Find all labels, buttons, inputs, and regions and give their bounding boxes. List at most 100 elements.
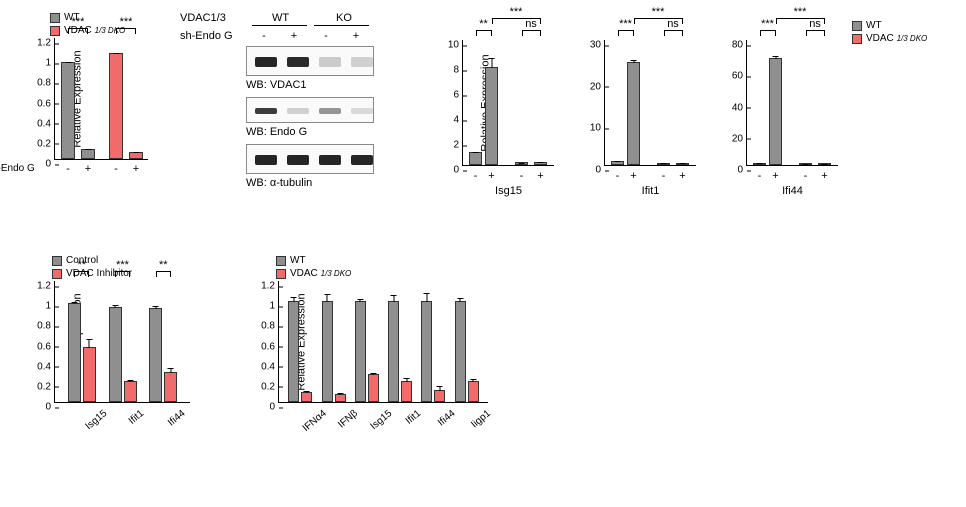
significance-label: ns <box>525 18 537 30</box>
swatch-wt-2 <box>852 21 862 31</box>
swatch-ko <box>50 26 60 36</box>
bar <box>83 347 96 402</box>
bar <box>129 152 143 159</box>
chart-ifit1: 0102030-+-+******nsIfit1 <box>604 40 696 166</box>
pm-label: + <box>85 163 91 175</box>
significance-label: *** <box>794 6 807 18</box>
wb-header-wt: WT <box>272 12 289 24</box>
pm-label: + <box>821 170 827 182</box>
chart-ifi44: 020406080-+-+******nsIfi44 <box>746 40 838 166</box>
category-label: Ifi44 <box>166 408 188 429</box>
ytick: 1.2 <box>37 281 55 292</box>
ytick: 1.2 <box>261 281 279 292</box>
panel-e-legend: WT VDAC 1/3 DKO <box>276 255 502 279</box>
panel-d-legend: Control VDAC Inhibitor <box>52 255 208 279</box>
pm-label: + <box>488 170 494 182</box>
legend-wt: WT <box>50 12 150 23</box>
ytick: 60 <box>732 71 747 82</box>
bar <box>799 163 812 165</box>
ytick: 1 <box>45 58 55 69</box>
wb-pm-3: + <box>353 30 359 42</box>
bar <box>109 307 122 402</box>
panel-endog-knockdown: WT VDAC 1/3 DKO Relative Expression 00.2… <box>18 12 150 160</box>
panel-vdac-inhibitor: Control VDAC Inhibitor Relative Expressi… <box>18 255 208 403</box>
ytick: 10 <box>590 123 605 134</box>
wb-pm-2: - <box>324 30 328 42</box>
bar <box>469 152 482 165</box>
panel-isg-wide: WT VDAC 1/3 DKO Relative Expression 00.2… <box>242 255 502 403</box>
ytick: 0.4 <box>261 361 279 372</box>
chart-isg15: 0246810Relative Expression-+-+*****nsIsg… <box>462 40 554 166</box>
category-label: Ifit1 <box>404 408 423 427</box>
pm-label: - <box>662 170 666 182</box>
gene-label: Ifit1 <box>642 185 660 197</box>
bar <box>611 161 624 165</box>
chart-inhibitor: Relative Expression 00.20.40.60.811.2**I… <box>54 281 190 403</box>
significance-label: *** <box>652 6 665 18</box>
ytick: 0 <box>45 402 55 413</box>
ytick: 0.6 <box>261 341 279 352</box>
wb-header-vdac: VDAC1/3 <box>180 12 226 24</box>
bar <box>769 58 782 165</box>
pm-label: + <box>133 163 139 175</box>
ytick: 20 <box>590 81 605 92</box>
pm-label: - <box>520 170 524 182</box>
wb-label: WB: α-tubulin <box>246 177 374 189</box>
category-label: Ifi44 <box>436 408 458 429</box>
bar <box>124 381 137 402</box>
chart-isg-wide: Relative Expression 00.20.40.60.811.2IFN… <box>278 281 488 403</box>
ytick: 0.8 <box>261 321 279 332</box>
significance-label: *** <box>120 16 133 28</box>
bar <box>657 163 670 165</box>
ytick: 0.2 <box>37 381 55 392</box>
ytick: 0.4 <box>37 118 55 129</box>
bar <box>455 301 466 402</box>
bar <box>109 53 123 159</box>
pm-label: - <box>474 170 478 182</box>
bar <box>68 303 81 402</box>
ytick: 0.6 <box>37 341 55 352</box>
ytick: 0.4 <box>37 361 55 372</box>
significance-label: *** <box>510 6 523 18</box>
gene-label: Isg15 <box>495 185 522 197</box>
significance-label: *** <box>761 18 774 30</box>
bar <box>676 163 689 165</box>
panel-c-legend: WT VDAC 1/3 DKO <box>852 20 927 44</box>
bar <box>149 308 162 402</box>
bar <box>164 372 177 402</box>
ytick: 0 <box>737 165 747 176</box>
bar <box>534 162 547 165</box>
ytick: 2 <box>453 140 463 151</box>
bar <box>515 162 528 165</box>
significance-label: ** <box>77 259 86 271</box>
wb-strip <box>246 97 374 123</box>
chart-endog-knockdown: Relative Expression 00.20.40.60.811.2-+-… <box>54 38 148 160</box>
wb-pm-0: - <box>262 30 266 42</box>
significance-label: ** <box>479 18 488 30</box>
significance-label: *** <box>619 18 632 30</box>
bar <box>388 301 399 402</box>
bar <box>627 62 640 165</box>
bar <box>753 163 766 165</box>
ytick: 1.2 <box>37 38 55 49</box>
category-label: IFNα4 <box>301 408 329 434</box>
ytick: 80 <box>732 40 747 51</box>
x-row-label: sh-Endo G <box>0 163 53 174</box>
bar <box>421 301 432 402</box>
significance-label: *** <box>72 16 85 28</box>
bar <box>368 374 379 402</box>
bar <box>485 67 498 165</box>
pm-label: - <box>804 170 808 182</box>
pm-label: + <box>630 170 636 182</box>
wb-label: WB: Endo G <box>246 126 374 138</box>
panel-isg-genes: 0246810Relative Expression-+-+*****nsIsg… <box>432 12 838 166</box>
ytick: 6 <box>453 90 463 101</box>
bar <box>818 163 831 165</box>
legend-wt-2: WT <box>852 20 927 31</box>
significance-label: *** <box>116 259 129 271</box>
ytick: 0.6 <box>37 98 55 109</box>
wb-row-label: sh-Endo G <box>180 30 233 42</box>
ytick: 0.8 <box>37 78 55 89</box>
gene-label: Ifi44 <box>782 185 803 197</box>
pm-label: - <box>114 163 118 175</box>
